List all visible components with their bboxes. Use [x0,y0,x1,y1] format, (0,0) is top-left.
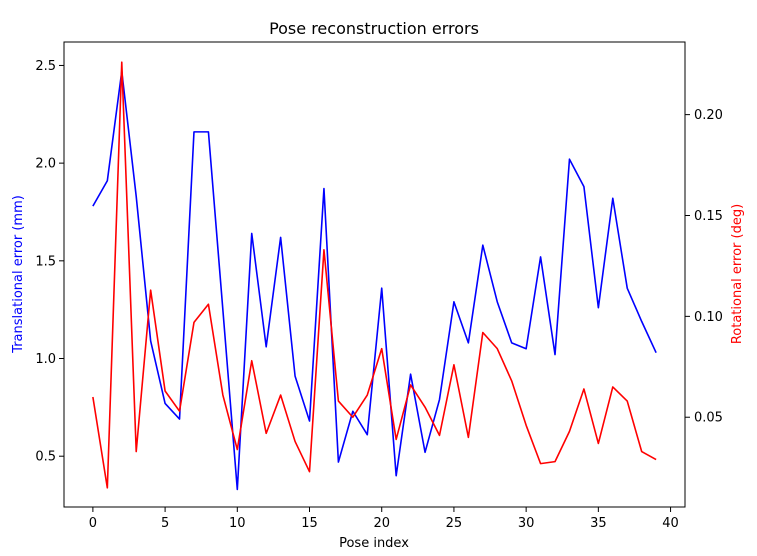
y-right-tick-label: 0.05 [694,411,723,426]
x-tick-label: 30 [518,516,535,531]
x-tick-label: 0 [89,516,97,531]
y-right-axis-label: Rotational error (deg) [730,204,745,344]
y-right-axis-ticks: 0.05 0.10 0.15 0.20 [685,108,723,426]
x-tick-label: 35 [590,516,607,531]
y-left-tick-label: 1.5 [35,254,56,269]
chart-title: Pose reconstruction errors [269,19,479,38]
x-tick-label: 5 [161,516,169,531]
y-left-axis-label: Translational error (mm) [11,195,26,354]
x-axis-ticks: 0 5 10 15 20 25 30 35 40 [89,507,679,531]
plot-frame [63,41,686,508]
y-right-tick-label: 0.20 [694,108,723,123]
y-right-tick-label: 0.15 [694,209,723,224]
x-axis-label: Pose index [339,536,409,551]
y-left-tick-label: 2.5 [35,59,56,74]
series-line-right [92,61,657,489]
plot-lines [92,61,657,491]
y-left-tick-label: 1.0 [35,352,56,367]
y-right-tick-label: 0.10 [694,310,723,325]
x-tick-label: 25 [446,516,463,531]
x-tick-label: 15 [301,516,318,531]
x-tick-label: 20 [373,516,390,531]
series-line-left [92,70,657,491]
y-left-tick-label: 2.0 [35,157,56,172]
y-left-axis-ticks: 0.5 1.0 1.5 2.0 2.5 [35,59,64,465]
y-left-tick-label: 0.5 [35,450,56,465]
x-tick-label: 10 [229,516,246,531]
x-tick-label: 40 [662,516,679,531]
